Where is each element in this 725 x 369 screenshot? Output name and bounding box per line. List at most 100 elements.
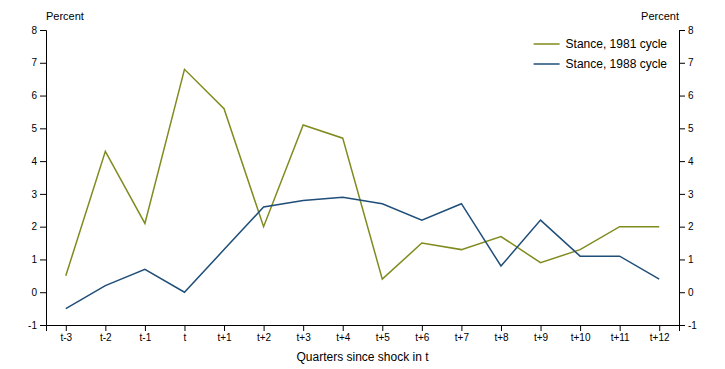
tick-label: t <box>184 332 187 343</box>
lines <box>66 69 659 308</box>
tick: t-1 <box>140 325 152 343</box>
tick: 8 <box>679 25 694 36</box>
tick-label: t+4 <box>336 332 351 343</box>
tick-label: 6 <box>688 90 694 101</box>
tick-mark <box>184 325 185 331</box>
axis-line <box>47 326 680 332</box>
tick: 3 <box>679 189 694 200</box>
axis-line <box>680 31 686 326</box>
tick: t+4 <box>336 325 351 343</box>
tick-label: t-3 <box>60 332 72 343</box>
tick: t+5 <box>376 325 391 343</box>
tick: t+8 <box>494 325 509 343</box>
tick-label: t-2 <box>100 332 112 343</box>
tick-mark <box>679 194 685 195</box>
tick-mark <box>659 325 660 331</box>
tick-label: 4 <box>688 156 694 167</box>
tick: t-2 <box>100 325 112 343</box>
tick-mark <box>40 325 46 326</box>
tick-mark <box>145 325 146 331</box>
legend-label: Stance, 1981 cycle <box>566 37 668 51</box>
tick-label: t+5 <box>376 332 391 343</box>
tick: 0 <box>31 287 46 298</box>
tick-label: 1 <box>31 254 37 265</box>
tick: t+2 <box>257 325 272 343</box>
tick-mark <box>40 161 46 162</box>
tick: 4 <box>31 156 46 167</box>
tick-label: 0 <box>31 287 37 298</box>
tick-mark <box>343 325 344 331</box>
tick-label: t+12 <box>650 332 670 343</box>
tick-mark <box>501 325 502 331</box>
tick-mark <box>679 227 685 228</box>
tick: 4 <box>679 156 694 167</box>
y-axis: -1 0 1 2 3 4 5 6 7 8 <box>28 25 46 331</box>
tick-mark <box>679 30 685 31</box>
tick: 3 <box>31 189 46 200</box>
tick-label: t+8 <box>494 332 509 343</box>
tick-mark <box>66 325 67 331</box>
y2-axis-title: Percent <box>641 10 679 22</box>
tick-mark <box>40 128 46 129</box>
tick-mark <box>679 96 685 97</box>
tick-mark <box>382 325 383 331</box>
tick: -1 <box>679 320 697 331</box>
tick: 6 <box>31 90 46 101</box>
tick: 7 <box>31 57 46 68</box>
tick-label: 8 <box>31 25 37 36</box>
tick-label: 8 <box>688 25 694 36</box>
tick: t+6 <box>415 325 430 343</box>
tick-mark <box>679 292 685 293</box>
tick-label: -1 <box>688 320 697 331</box>
tick: t <box>184 325 187 343</box>
tick-mark <box>461 325 462 331</box>
y2-axis: -1012345678 <box>679 25 697 331</box>
tick-label: t+6 <box>415 332 430 343</box>
tick-label: t+3 <box>297 332 312 343</box>
tick: 0 <box>679 287 694 298</box>
tick: 8 <box>31 25 46 36</box>
legend-item: Stance, 1988 cycle <box>534 57 668 71</box>
series-line <box>66 197 659 308</box>
tick: t+7 <box>455 325 470 343</box>
tick-label: 0 <box>688 287 694 298</box>
tick-label: 3 <box>688 189 694 200</box>
tick-mark <box>620 325 621 331</box>
legend-swatch <box>534 63 560 65</box>
tick: t+11 <box>611 325 630 343</box>
tick: 6 <box>679 90 694 101</box>
y-axis-title: Percent <box>46 10 84 22</box>
tick-label: t+10 <box>571 332 591 343</box>
legend-swatch <box>534 43 560 45</box>
legend-item: Stance, 1981 cycle <box>534 37 668 51</box>
tick: t-3 <box>60 325 72 343</box>
tick-label: 2 <box>31 221 37 232</box>
tick-label: 3 <box>31 189 37 200</box>
tick-mark <box>422 325 423 331</box>
tick-mark <box>40 63 46 64</box>
tick-label: 6 <box>31 90 37 101</box>
legend: Stance, 1981 cycle Stance, 1988 cycle <box>534 37 668 71</box>
tick-mark <box>679 259 685 260</box>
tick: 1 <box>679 254 694 265</box>
tick: 1 <box>31 254 46 265</box>
tick: 5 <box>679 123 694 134</box>
tick-label: 5 <box>688 123 694 134</box>
tick-label: 4 <box>31 156 37 167</box>
tick-mark <box>40 292 46 293</box>
tick: t+9 <box>534 325 549 343</box>
tick: t+3 <box>297 325 312 343</box>
tick-mark <box>40 194 46 195</box>
tick-mark <box>224 325 225 331</box>
tick-mark <box>40 259 46 260</box>
tick: -1 <box>28 320 46 331</box>
tick-label: t+7 <box>455 332 470 343</box>
tick: t+1 <box>217 325 232 343</box>
tick: t+10 <box>571 325 591 343</box>
axis-line <box>40 31 47 326</box>
tick-mark <box>40 227 46 228</box>
tick-label: t-1 <box>140 332 152 343</box>
x-axis-title: Quarters since shock in t <box>296 350 429 364</box>
tick-mark <box>105 325 106 331</box>
tick: 5 <box>31 123 46 134</box>
